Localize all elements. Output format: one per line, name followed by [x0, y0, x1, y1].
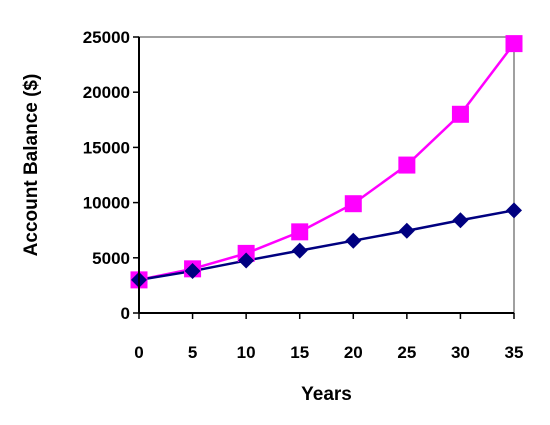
series-1-point [505, 35, 523, 53]
y-tick-label: 25000 [83, 28, 130, 47]
x-tick-label: 30 [451, 343, 470, 362]
y-tick-label: 0 [121, 304, 130, 323]
x-tick-label: 20 [344, 343, 363, 362]
y-tick-label: 20000 [83, 83, 130, 102]
y-tick-label: 10000 [83, 194, 130, 213]
series-2-point [506, 202, 522, 219]
series-2-point [291, 242, 308, 259]
x-tick-label: 25 [397, 343, 416, 362]
series-1-point [398, 156, 416, 174]
series-1-point [291, 223, 309, 241]
y-tick-label: 15000 [83, 138, 130, 157]
series-2-point [452, 212, 469, 229]
series-1-point [344, 195, 362, 213]
series-line-1 [138, 42, 515, 282]
y-axis-title: Account Balance ($) [21, 74, 42, 257]
y-tick-label: 5000 [92, 249, 130, 268]
x-axis-title: Years [301, 384, 352, 405]
series-2-point [398, 222, 415, 239]
x-tick-label: 15 [290, 343, 309, 362]
x-tick-label: 5 [188, 343, 197, 362]
x-tick-label: 35 [505, 343, 524, 362]
series-line-2 [138, 209, 515, 282]
series-2-point [184, 263, 201, 280]
series-2-point [238, 252, 255, 269]
labels-layer: Years Account Balance ($) 0 5000 10000 1500… [21, 28, 523, 405]
series-layer [130, 35, 523, 289]
x-tick-label: 0 [134, 343, 143, 362]
x-tick-label: 10 [237, 343, 256, 362]
series-1-point [451, 105, 469, 123]
axes-layer [133, 36, 515, 319]
series-2-point [345, 232, 362, 249]
